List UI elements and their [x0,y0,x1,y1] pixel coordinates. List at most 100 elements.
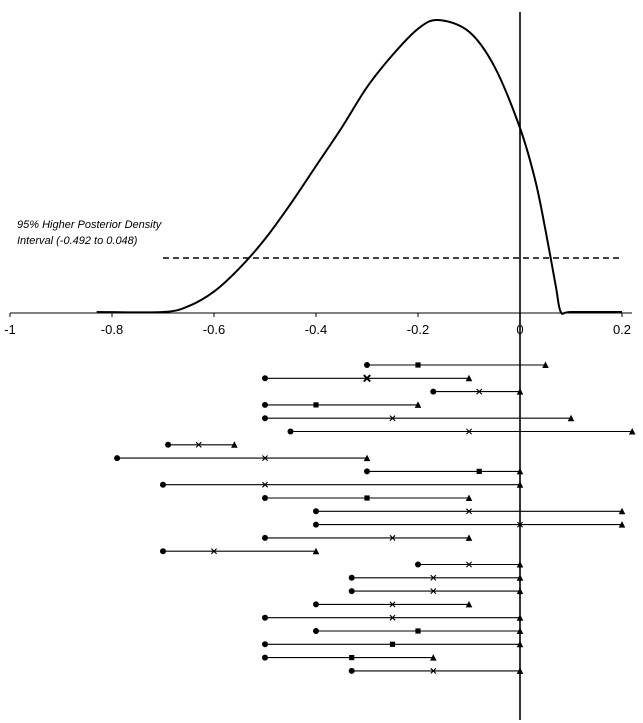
study-interval-row [165,441,238,448]
x-stroke [466,428,472,435]
point-estimate-marker [389,534,396,541]
study-interval-row [348,587,524,595]
upper-bound-marker [231,441,238,448]
lower-bound-marker [114,455,121,462]
study-interval-row [364,361,549,368]
lower-bound-marker [287,428,294,435]
x-tick-label: -0.4 [305,322,327,337]
x-tick-label: -0.6 [203,322,225,337]
upper-bound-marker [628,428,636,435]
study-interval-row [415,561,524,568]
upper-bound-marker [618,521,626,528]
lower-bound-marker [262,401,268,408]
study-interval-row [313,507,626,515]
point-estimate-marker [476,468,482,474]
upper-bound-marker [363,454,371,462]
x-stroke [466,508,472,515]
lower-bound-marker [165,441,172,448]
upper-bound-marker [618,507,626,515]
x-stroke [430,667,437,674]
lower-bound-marker [430,388,437,395]
point-estimate-marker [363,374,371,383]
lower-bound-marker [348,588,355,595]
lower-bound-marker [160,481,166,488]
x-stroke [476,388,483,395]
study-interval-row [114,454,371,462]
point-estimate-marker [466,561,472,568]
upper-bound-marker [465,374,473,382]
lower-bound-marker [262,375,268,382]
study-interval-row [160,547,320,555]
x-stroke [262,481,268,488]
point-estimate-marker [389,415,396,422]
point-estimate-marker [430,574,437,581]
point-estimate-marker [364,495,370,501]
point-estimate-marker [262,455,268,462]
point-estimate-marker [466,428,472,435]
study-interval-row [262,654,437,661]
point-estimate-marker [517,521,523,528]
point-estimate-marker [313,402,319,408]
lower-bound-marker [313,521,319,528]
upper-bound-marker [465,494,473,501]
study-interval-row [313,627,524,634]
upper-bound-marker [542,361,549,368]
point-estimate-marker [389,601,396,608]
point-estimate-marker [211,548,217,555]
study-interval-row [262,534,473,541]
point-estimate-marker [466,508,472,515]
upper-bound-marker [414,401,422,408]
x-axis: -1-0.8-0.6-0.4-0.200.2 [4,312,632,337]
study-interval-row [430,388,524,395]
point-estimate-marker [430,667,437,674]
study-interval-row [313,600,473,608]
x-stroke [195,441,202,448]
density-curve-layer [96,18,622,315]
lower-bound-marker [262,415,268,422]
upper-bound-marker [465,534,473,541]
study-interval-row [160,481,524,488]
point-estimate-marker [262,481,268,488]
study-interval-row [262,414,575,422]
lower-bound-marker [348,667,355,674]
lower-bound-marker [364,468,370,475]
lower-bound-marker [313,508,319,515]
x-stroke [430,588,437,595]
upper-bound-marker [465,600,473,608]
x-stroke [363,374,371,383]
study-interval-row [313,521,626,528]
upper-bound-marker [516,627,524,634]
upper-bound-marker [516,574,524,581]
x-tick-label: -1 [4,322,16,337]
upper-bound-marker [516,388,524,395]
upper-bound-marker [516,467,524,475]
point-estimate-marker [476,388,483,395]
posterior-density-curve [96,18,622,315]
point-estimate-marker [430,588,437,595]
lower-bound-marker [160,548,166,555]
upper-bound-marker [516,561,524,568]
x-tick-label: 0.2 [613,322,631,337]
upper-bound-marker [516,587,524,595]
lower-bound-marker [262,654,268,661]
x-stroke [389,614,396,621]
lower-bound-marker [313,628,319,634]
lower-bound-marker [348,574,355,581]
study-interval-row [262,640,524,648]
lower-bound-marker [415,561,421,568]
lower-bound-marker [313,601,319,608]
point-estimate-marker [415,362,421,368]
study-interval-row [364,467,524,475]
study-interval-row [262,494,473,501]
study-interval-row [348,667,524,674]
upper-bound-marker [516,481,524,488]
hpd-annotation-line1: 95% Higher Posterior Density [17,219,163,231]
hpd-annotation-line2: Interval (-0.492 to 0.048) [17,235,138,247]
lower-bound-marker [262,614,268,621]
upper-bound-marker [312,547,320,555]
study-interval-row [287,428,636,435]
upper-bound-marker [516,640,524,648]
point-estimate-marker [389,614,396,621]
point-estimate-marker [389,641,396,647]
